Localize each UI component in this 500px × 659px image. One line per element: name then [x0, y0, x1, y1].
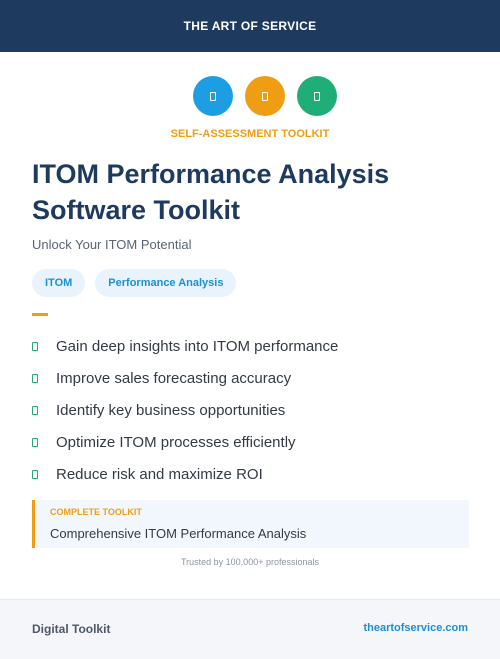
callout-text: Comprehensive ITOM Performance Analysis: [50, 526, 307, 541]
tag-performance-analysis[interactable]: Performance Analysis: [95, 269, 237, 297]
feature-text: Reduce risk and maximize ROI: [56, 465, 263, 483]
feature-text: Gain deep insights into ITOM performance: [56, 337, 339, 355]
feature-item: Identify key business opportunities: [32, 394, 338, 426]
feature-item: Optimize ITOM processes efficiently: [32, 426, 338, 458]
website-link[interactable]: theartofservice.com: [363, 622, 468, 634]
footer-label: Digital Toolkit: [32, 622, 111, 636]
placeholder-icon: [32, 437, 38, 447]
feature-text: Improve sales forecasting accuracy: [56, 369, 292, 387]
page-title: ITOM Performance Analysis Software Toolk…: [32, 159, 390, 225]
blue-badge: [193, 76, 233, 116]
callout-kicker: COMPLETE TOOLKIT: [50, 507, 142, 517]
brand-name: THE ART OF SERVICE: [183, 19, 317, 33]
tag-itom[interactable]: ITOM: [32, 269, 86, 297]
page-subtitle: Unlock Your ITOM Potential: [32, 237, 192, 252]
toolkit-callout: COMPLETE TOOLKIT Comprehensive ITOM Perf…: [32, 500, 469, 548]
top-banner: THE ART OF SERVICE: [0, 0, 500, 52]
placeholder-icon: [210, 91, 216, 101]
feature-text: Identify key business opportunities: [56, 401, 286, 419]
feature-list: Gain deep insights into ITOM performance…: [32, 330, 338, 490]
placeholder-icon: [262, 91, 268, 101]
toolkit-kicker: SELF-ASSESSMENT TOOLKIT: [170, 128, 330, 140]
tag-list: ITOM Performance Analysis: [32, 269, 237, 297]
placeholder-icon: [314, 91, 320, 101]
green-badge: [297, 76, 337, 116]
accent-divider: [32, 313, 48, 316]
orange-badge: [245, 76, 285, 116]
feature-item: Improve sales forecasting accuracy: [32, 362, 338, 394]
placeholder-icon: [32, 469, 38, 479]
icon-row: [0, 76, 500, 116]
placeholder-icon: [32, 341, 38, 351]
trust-note: Trusted by 100,000+ professionals: [180, 557, 319, 567]
feature-text: Optimize ITOM processes efficiently: [56, 433, 296, 451]
feature-item: Gain deep insights into ITOM performance: [32, 330, 338, 362]
footer-bar: Digital Toolkit theartofservice.com: [0, 599, 500, 659]
feature-item: Reduce risk and maximize ROI: [32, 458, 338, 490]
placeholder-icon: [32, 373, 38, 383]
placeholder-icon: [32, 405, 38, 415]
